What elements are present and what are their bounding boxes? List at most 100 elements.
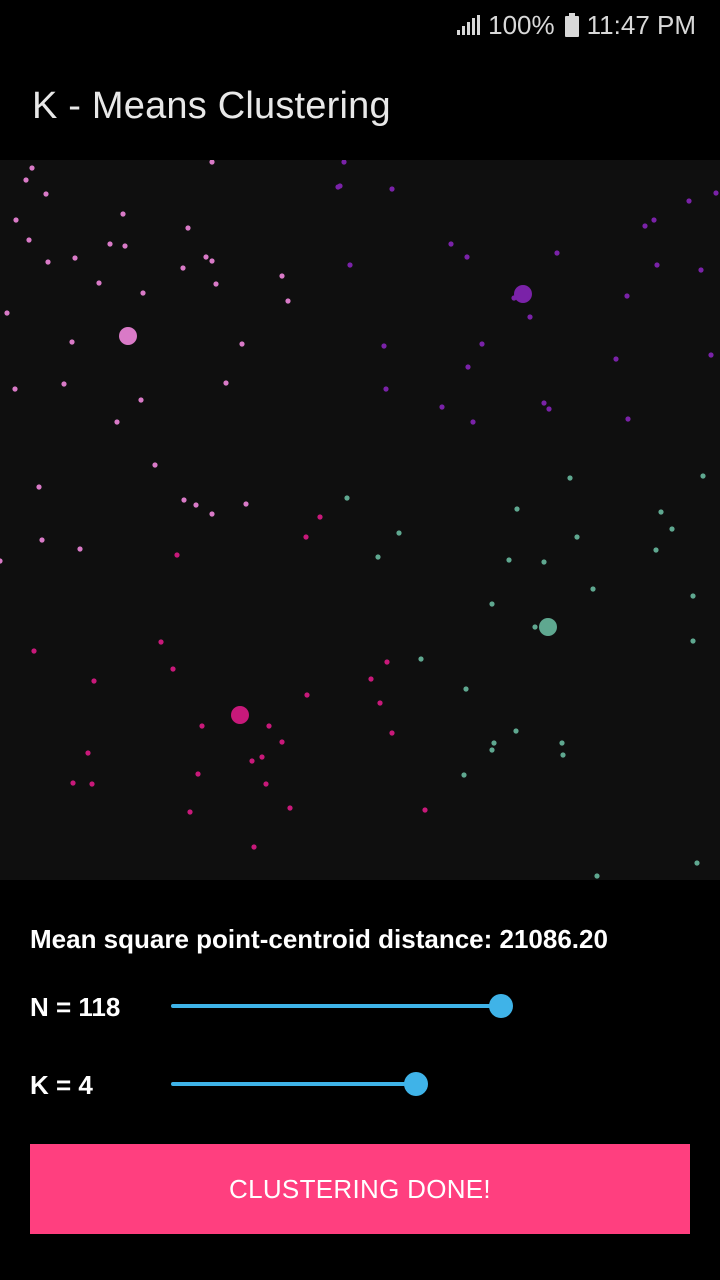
cluster-1-point: [12, 386, 18, 392]
cluster-2-point: [383, 386, 389, 392]
n-slider-track[interactable]: [171, 1004, 501, 1008]
cluster-3-point: [590, 586, 596, 592]
cluster-4-point: [91, 678, 97, 684]
cluster-2-point: [465, 364, 471, 370]
cluster-4-point: [85, 750, 91, 756]
cluster-4-point: [304, 692, 310, 698]
cluster-3-point: [489, 601, 495, 607]
k-slider-label: K = 4: [30, 1070, 93, 1100]
cluster-2-point: [624, 293, 630, 299]
cluster-2-point: [464, 254, 470, 260]
cluster-3-point: [418, 656, 424, 662]
cluster-3-point: [700, 473, 706, 479]
cluster-1-point: [181, 497, 187, 503]
cluster-1-point: [39, 537, 45, 543]
cluster-2-centroid: [514, 285, 532, 303]
cluster-2-point: [527, 314, 533, 320]
cluster-4-point: [174, 552, 180, 558]
cluster-3-point: [489, 747, 495, 753]
cluster-4-point: [317, 514, 323, 520]
cluster-1-point: [29, 165, 35, 171]
battery-icon: [564, 13, 579, 37]
k-slider-track[interactable]: [171, 1082, 416, 1086]
cluster-4-point: [251, 844, 257, 850]
cluster-1-point: [209, 511, 215, 517]
cluster-3-point: [560, 752, 566, 758]
cluster-3-point: [669, 526, 675, 532]
cluster-1-point: [107, 241, 113, 247]
cluster-3-point: [375, 554, 381, 560]
clustering-canvas[interactable]: [0, 160, 720, 880]
cluster-3-point: [594, 873, 600, 879]
cluster-1-point: [26, 237, 32, 243]
cluster-2-point: [613, 356, 619, 362]
cluster-2-point: [713, 190, 719, 196]
cluster-1-point: [114, 419, 120, 425]
cluster-2-point: [654, 262, 660, 268]
cluster-4-point: [249, 758, 255, 764]
cluster-2-point: [686, 198, 692, 204]
cluster-2-point: [541, 400, 547, 406]
cluster-1-point: [239, 341, 245, 347]
cluster-4-point: [259, 754, 265, 760]
cluster-1-point: [209, 258, 215, 264]
cluster-1-point: [152, 462, 158, 468]
cluster-2-point: [470, 419, 476, 425]
cluster-1-point: [120, 211, 126, 217]
cluster-2-point: [448, 241, 454, 247]
cluster-4-point: [199, 723, 205, 729]
cluster-2-point: [439, 404, 445, 410]
cluster-1-point: [279, 273, 285, 279]
cluster-2-point: [651, 217, 657, 223]
cluster-1-point: [122, 243, 128, 249]
cluster-2-point: [479, 341, 485, 347]
cluster-4-point: [170, 666, 176, 672]
cluster-4-point: [303, 534, 309, 540]
cluster-1-point: [4, 310, 10, 316]
cluster-4-point: [187, 809, 193, 815]
cluster-2-point: [341, 160, 347, 165]
cluster-3-point: [541, 559, 547, 565]
cluster-1-point: [213, 281, 219, 287]
clustering-done-button[interactable]: CLUSTERING DONE!: [30, 1144, 690, 1234]
cluster-4-point: [89, 781, 95, 787]
cluster-3-point: [491, 740, 497, 746]
cluster-2-point: [708, 352, 714, 358]
cluster-4-point: [377, 700, 383, 706]
cluster-2-point: [335, 184, 341, 190]
cluster-2-point: [347, 262, 353, 268]
cluster-1-point: [13, 217, 19, 223]
k-slider-thumb[interactable]: [403, 1072, 428, 1096]
cluster-2-point: [625, 416, 631, 422]
cluster-3-point: [567, 475, 573, 481]
cluster-1-point: [193, 502, 199, 508]
cluster-3-point: [461, 772, 467, 778]
cluster-3-point: [653, 547, 659, 553]
cluster-4-point: [195, 771, 201, 777]
cluster-1-point: [77, 546, 83, 552]
cluster-1-point: [23, 177, 29, 183]
cluster-2-point: [554, 250, 560, 256]
cluster-3-point: [694, 860, 700, 866]
cluster-3-point: [463, 686, 469, 692]
status-bar: 100% 11:47 PM: [0, 0, 720, 50]
cluster-3-centroid: [539, 618, 557, 636]
n-slider-row: N = 118: [30, 986, 690, 1026]
cluster-3-point: [559, 740, 565, 746]
cluster-1-point: [209, 160, 215, 165]
scatter-plot: [0, 160, 719, 879]
cluster-2-point: [389, 186, 395, 192]
cluster-1-point: [0, 558, 3, 564]
cluster-4-point: [158, 639, 164, 645]
app-bar: K - Means Clustering: [0, 50, 720, 160]
cluster-3-point: [514, 506, 520, 512]
clock: 11:47 PM: [586, 9, 696, 40]
cluster-3-point: [344, 495, 350, 501]
cluster-4-point: [287, 805, 293, 811]
cluster-4-point: [368, 676, 374, 682]
cluster-4-point: [263, 781, 269, 787]
cluster-2-point: [642, 223, 648, 229]
cluster-2-point: [546, 406, 552, 412]
n-slider-thumb[interactable]: [488, 994, 513, 1018]
cluster-4-point: [70, 780, 76, 786]
